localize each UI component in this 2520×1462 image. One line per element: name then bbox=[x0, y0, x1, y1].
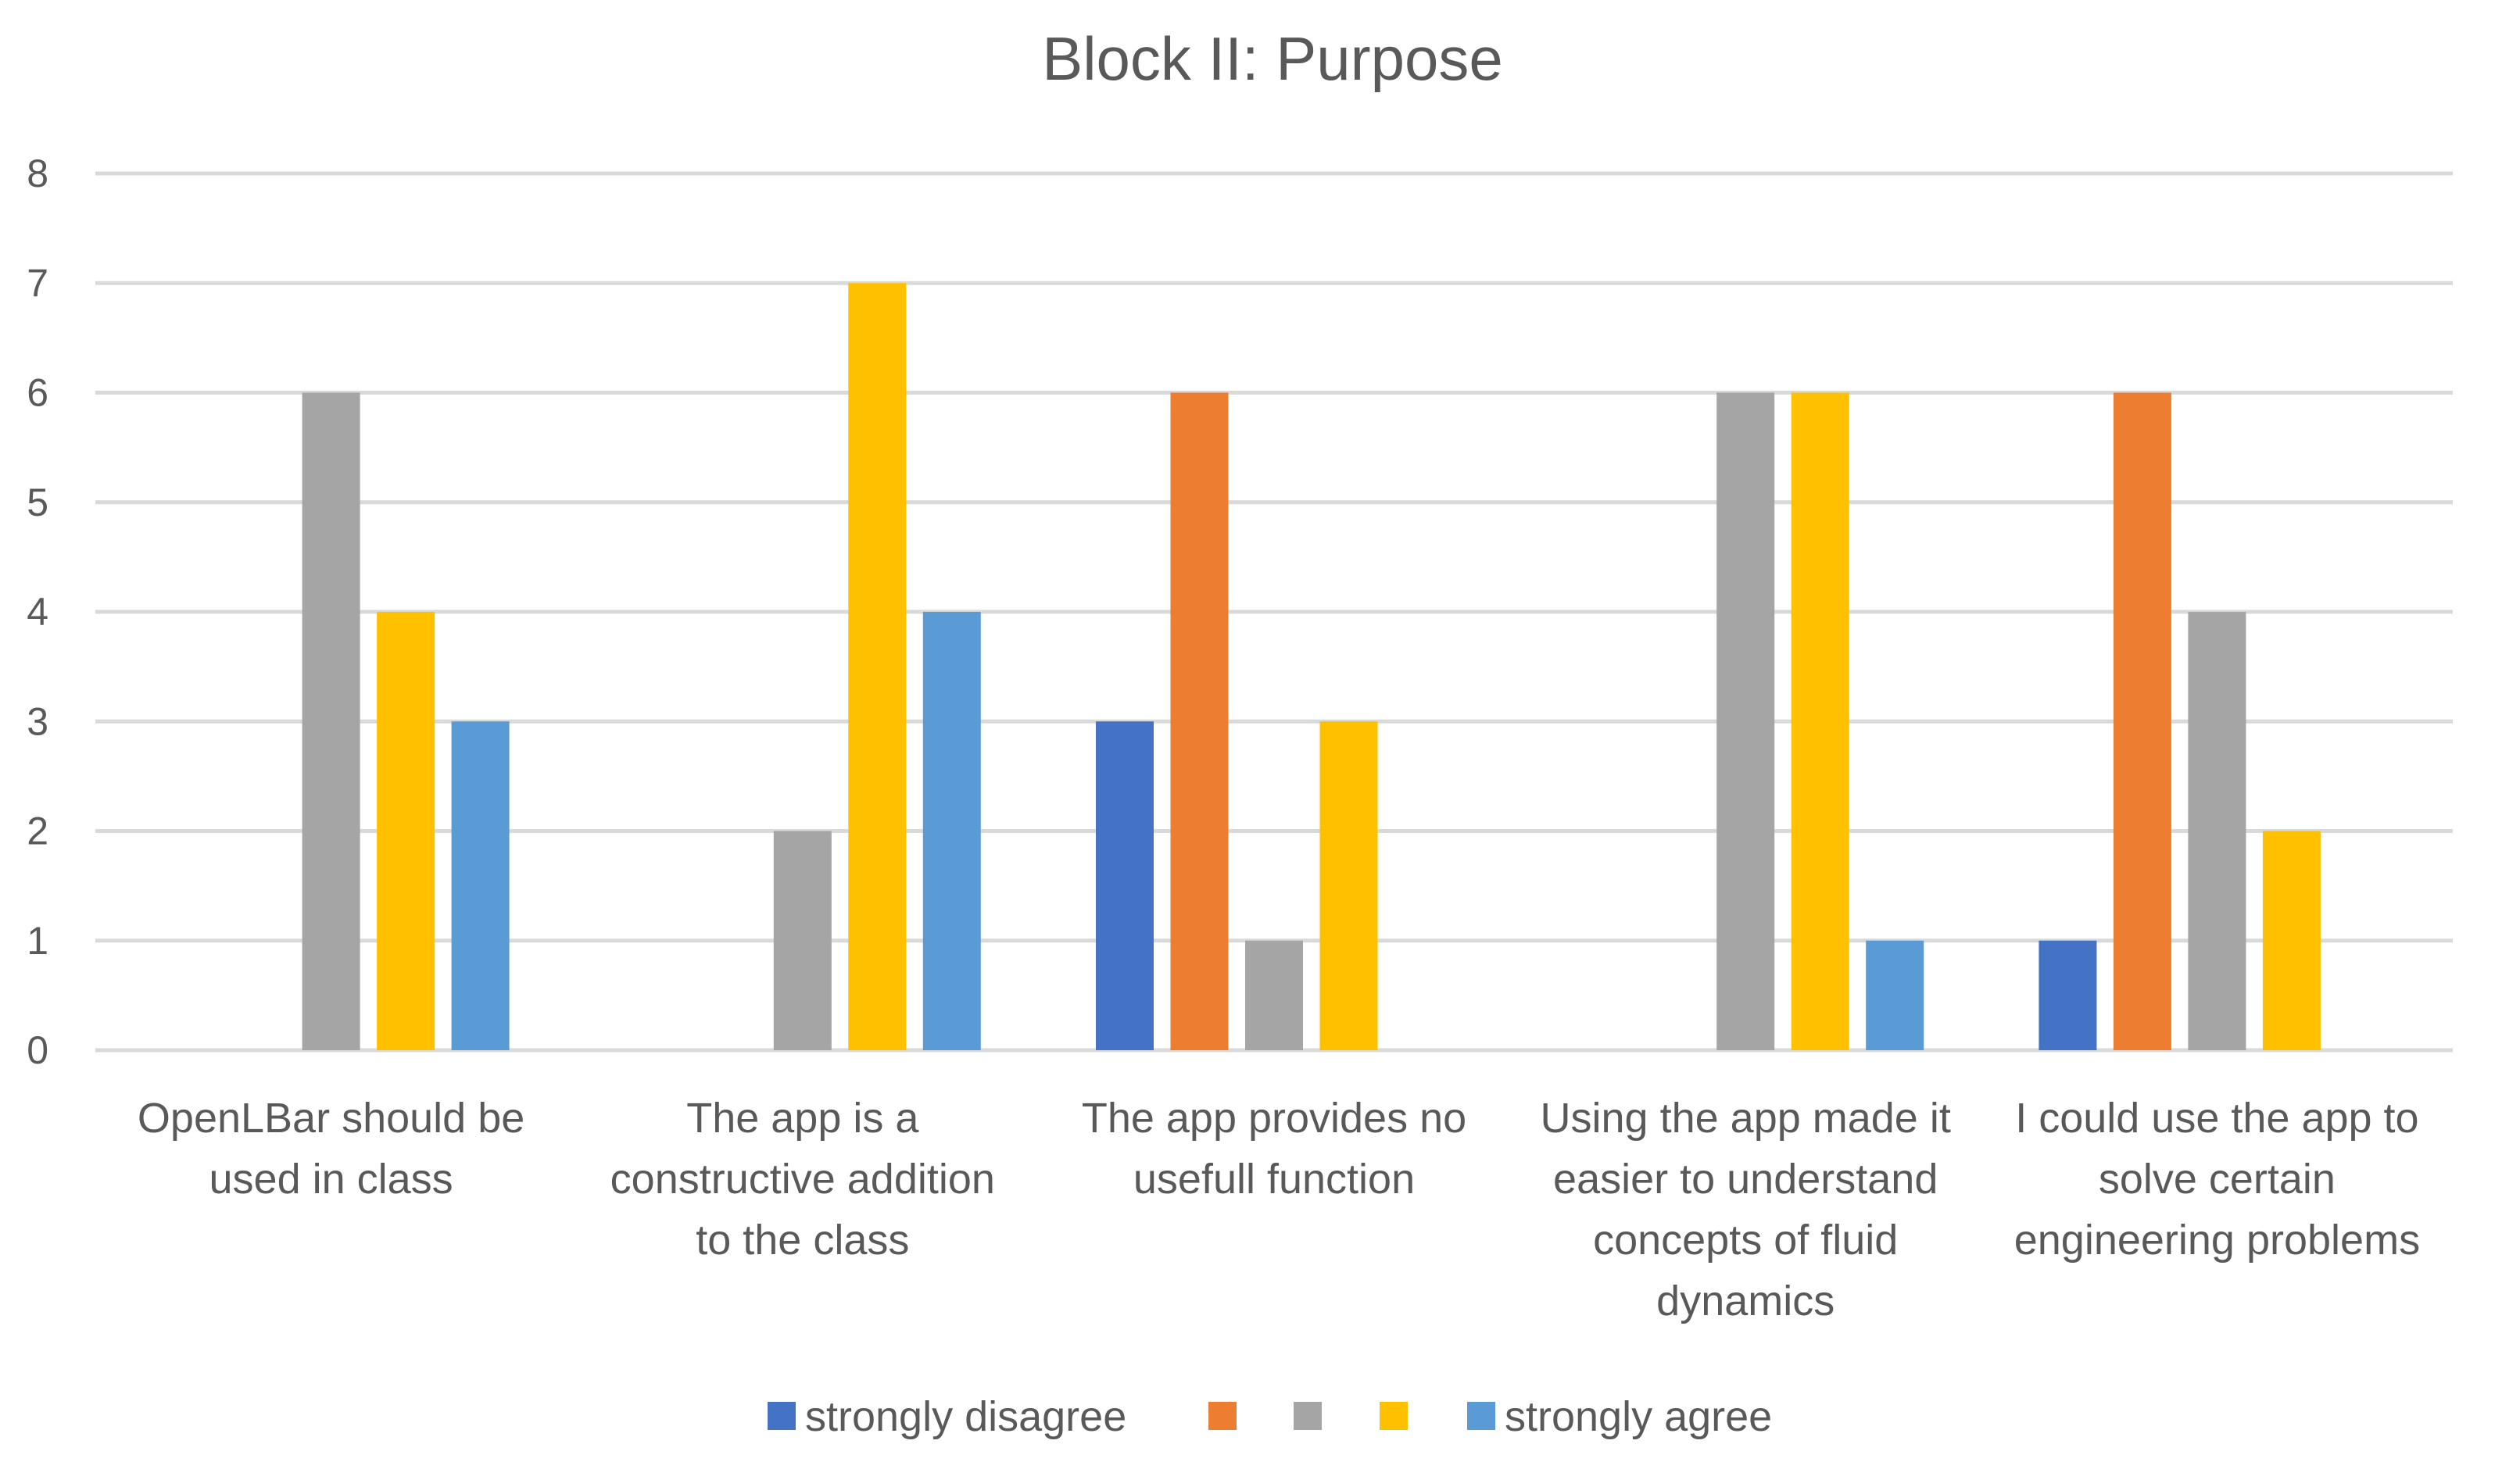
legend-swatch bbox=[1208, 1402, 1237, 1430]
x-category-label-line: usefull function bbox=[1133, 1156, 1415, 1203]
y-tick-label: 1 bbox=[27, 919, 48, 963]
x-axis-category-labels: OpenLBar should be used in class The app i… bbox=[138, 1095, 2420, 1324]
legend-swatch bbox=[1294, 1402, 1322, 1430]
legend-item bbox=[1208, 1402, 1237, 1430]
legend: strongly disagree strongly agree bbox=[768, 1393, 1772, 1440]
legend-item bbox=[1380, 1402, 1408, 1430]
bar bbox=[1245, 940, 1303, 1050]
legend-label: strongly agree bbox=[1505, 1393, 1772, 1440]
y-tick-label: 8 bbox=[27, 152, 48, 195]
y-tick-label: 2 bbox=[27, 810, 48, 853]
bar bbox=[1716, 392, 1775, 1050]
y-tick-label: 4 bbox=[27, 590, 48, 634]
x-category-label-line: engineering problems bbox=[2014, 1217, 2420, 1264]
x-category-label-line: to the class bbox=[696, 1217, 909, 1264]
legend-item bbox=[1294, 1402, 1322, 1430]
x-category-label-line: constructive addition bbox=[610, 1156, 995, 1203]
bar bbox=[2262, 831, 2321, 1050]
chart-title: Block II: Purpose bbox=[1042, 24, 1503, 93]
x-category-label-line: Using the app made it bbox=[1541, 1095, 1951, 1142]
legend-swatch bbox=[1467, 1402, 1495, 1430]
legend-item: strongly agree bbox=[1467, 1393, 1772, 1440]
bar bbox=[2113, 392, 2171, 1050]
x-category-label-line: The app provides no bbox=[1082, 1095, 1466, 1142]
x-category-label: Using the app made it easier to understan… bbox=[1541, 1095, 1951, 1324]
y-tick-label: 0 bbox=[27, 1028, 48, 1072]
legend-item: strongly disagree bbox=[768, 1393, 1126, 1440]
x-category-label-line: easier to understand bbox=[1553, 1156, 1938, 1203]
bar bbox=[1791, 392, 1849, 1050]
y-axis-tick-labels: 0 1 2 3 4 5 6 7 8 bbox=[27, 152, 48, 1072]
bar bbox=[2039, 940, 2097, 1050]
x-category-label-line: solve certain bbox=[2099, 1156, 2336, 1203]
bar bbox=[1170, 392, 1229, 1050]
bars bbox=[302, 283, 2321, 1050]
x-category-label-line: OpenLBar should be bbox=[138, 1095, 524, 1142]
gridlines bbox=[95, 171, 2453, 1053]
x-category-label-line: dynamics bbox=[1656, 1278, 1835, 1324]
legend-swatch bbox=[1380, 1402, 1408, 1430]
bar bbox=[773, 831, 832, 1050]
x-category-label-line: concepts of fluid bbox=[1593, 1217, 1898, 1264]
y-tick-label: 3 bbox=[27, 699, 48, 743]
legend-label: strongly disagree bbox=[805, 1393, 1126, 1440]
bar bbox=[451, 721, 510, 1050]
x-category-label-line: used in class bbox=[209, 1156, 453, 1203]
y-tick-label: 6 bbox=[27, 371, 48, 415]
x-category-label: The app is a constructive addition to the … bbox=[610, 1095, 995, 1264]
x-category-label: OpenLBar should be used in class bbox=[138, 1095, 524, 1203]
bar bbox=[377, 612, 435, 1050]
legend-swatch bbox=[768, 1402, 796, 1430]
bar bbox=[1866, 940, 1924, 1050]
bar bbox=[1096, 721, 1154, 1050]
x-category-label-line: The app is a bbox=[686, 1095, 919, 1142]
bar bbox=[2188, 612, 2246, 1050]
x-category-label: I could use the app to solve certain engin… bbox=[2014, 1095, 2420, 1264]
y-tick-label: 5 bbox=[27, 481, 48, 524]
bar bbox=[848, 283, 907, 1050]
x-category-label: The app provides no usefull function bbox=[1082, 1095, 1466, 1203]
x-category-label-line: I could use the app to bbox=[2015, 1095, 2418, 1142]
y-tick-label: 7 bbox=[27, 261, 48, 305]
bar bbox=[1319, 721, 1378, 1050]
bar bbox=[922, 612, 981, 1050]
bar bbox=[302, 392, 360, 1050]
